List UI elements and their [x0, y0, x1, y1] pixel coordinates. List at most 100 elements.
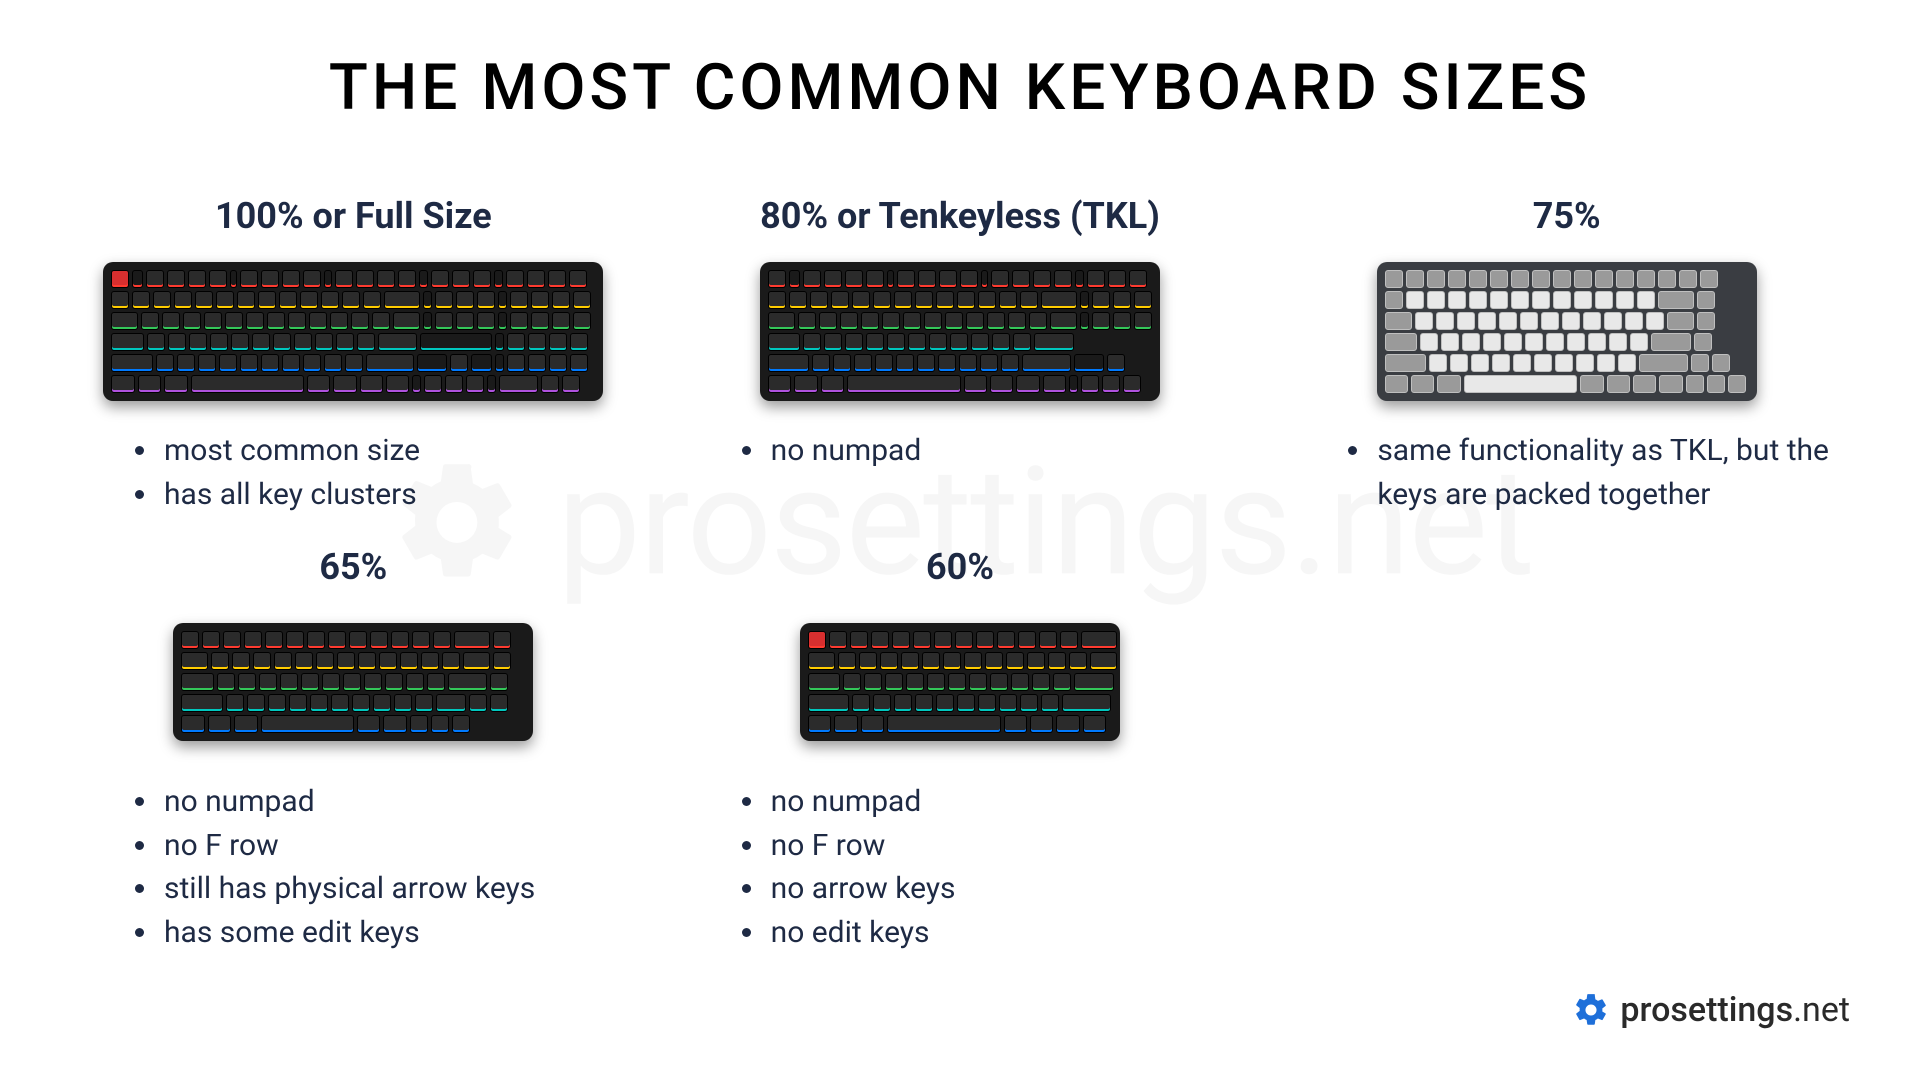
keyboard-key — [852, 694, 870, 712]
keyboard-key — [1471, 354, 1489, 372]
keyboard-key — [527, 270, 545, 288]
keyboard-key — [435, 291, 453, 309]
keyboard-key — [1441, 333, 1459, 351]
keyboard-key — [156, 354, 174, 372]
keyboard-key — [1033, 270, 1051, 288]
keyboard-key — [1546, 333, 1564, 351]
keyboard-key — [1429, 354, 1447, 372]
keyboard-key — [1081, 375, 1099, 393]
keyboard-illustration — [103, 262, 603, 401]
keyboard-key — [164, 375, 187, 393]
keyboard-key — [141, 312, 159, 330]
keyboard-key — [138, 375, 161, 393]
keyboard-key — [1113, 312, 1131, 330]
keyboard-key — [360, 375, 383, 393]
keyboard-key — [548, 270, 566, 288]
keyboard-key — [808, 631, 826, 649]
keyboard-key — [569, 270, 587, 288]
keyboard-key — [1108, 270, 1126, 288]
keyboard-key — [499, 375, 538, 393]
keyboard-key — [282, 354, 300, 372]
bullet-item: no numpad — [160, 780, 637, 824]
keyboard-key — [1129, 270, 1147, 288]
keyboard-key — [111, 333, 143, 351]
keyboard-key — [866, 270, 884, 288]
keyboard-key — [1553, 291, 1571, 309]
keyboard-key — [936, 694, 954, 712]
keyboard-key — [939, 270, 957, 288]
keyboard-key — [372, 312, 390, 330]
keyboard-key — [875, 354, 893, 372]
keyboard-key — [232, 652, 250, 670]
keyboard-key — [768, 312, 795, 330]
keyboard-key — [315, 333, 333, 351]
keyboard-key — [303, 270, 321, 288]
keyboard-key — [330, 312, 348, 330]
keyboard-key — [366, 354, 415, 372]
keyboard-heading: 65% — [70, 546, 637, 588]
keyboard-key — [1012, 270, 1030, 288]
keyboard-key — [406, 673, 424, 691]
keyboard-key — [892, 631, 910, 649]
keyboard-key — [980, 354, 998, 372]
keyboard-key — [959, 354, 977, 372]
keyboard-key — [1092, 312, 1110, 330]
keyboard-key — [866, 333, 884, 351]
keyboard-image — [1283, 251, 1850, 411]
keyboard-key — [1032, 673, 1050, 691]
keyboard-key — [1532, 291, 1550, 309]
keyboard-key — [1457, 312, 1475, 330]
keyboard-key — [1011, 673, 1029, 691]
keyboard-key — [552, 291, 570, 309]
keyboard-key — [183, 312, 201, 330]
keyboard-key — [261, 270, 279, 288]
keyboard-key — [847, 375, 960, 393]
keyboard-key — [1006, 652, 1024, 670]
keyboard-key — [808, 652, 835, 670]
keyboard-key — [279, 291, 297, 309]
gear-icon — [1572, 991, 1610, 1029]
keyboard-key — [1659, 375, 1682, 393]
keyboard-key — [507, 354, 525, 372]
keyboard-key — [945, 312, 963, 330]
keyboard-key — [955, 631, 973, 649]
keyboard-key — [445, 375, 463, 393]
keyboard-key — [1637, 270, 1655, 288]
keyboard-key — [456, 312, 474, 330]
keyboard-key — [833, 354, 851, 372]
keyboard-key — [1448, 291, 1466, 309]
keyboard-key — [335, 270, 353, 288]
keyboard-key — [531, 291, 549, 309]
bullet-item: has some edit keys — [160, 911, 637, 955]
keyboard-key — [934, 631, 952, 649]
footer-brand-tld: .net — [1793, 990, 1850, 1030]
keyboard-key — [903, 312, 921, 330]
bullet-item: has all key clusters — [160, 473, 637, 517]
keyboard-cell: 100% or Full Sizemost common sizehas all… — [70, 195, 637, 516]
keyboard-cell: 75%same functionality as TKL, but the ke… — [1283, 195, 1850, 516]
keyboard-key — [247, 694, 265, 712]
keyboard-key — [310, 694, 328, 712]
keyboard-key — [1639, 354, 1688, 372]
keyboard-key — [531, 312, 549, 330]
keyboard-key — [289, 694, 307, 712]
keyboard-key — [309, 312, 327, 330]
keyboard-key — [177, 354, 195, 372]
keyboard-key — [1511, 291, 1529, 309]
keyboard-key — [978, 291, 996, 309]
keyboard-key — [427, 673, 445, 691]
keyboard-key — [336, 333, 354, 351]
keyboard-key — [307, 631, 325, 649]
keyboard-key — [936, 291, 954, 309]
keyboard-key — [370, 631, 388, 649]
keyboard-key — [990, 673, 1008, 691]
keyboard-key — [424, 375, 442, 393]
keyboard-key — [261, 715, 355, 733]
keyboard-key — [1406, 270, 1424, 288]
keyboard-key — [1041, 694, 1059, 712]
keyboard-key — [333, 375, 356, 393]
keyboard-key — [859, 652, 877, 670]
keyboard-key — [1513, 354, 1531, 372]
keyboard-key — [1580, 375, 1603, 393]
keyboard-key — [1385, 375, 1408, 393]
